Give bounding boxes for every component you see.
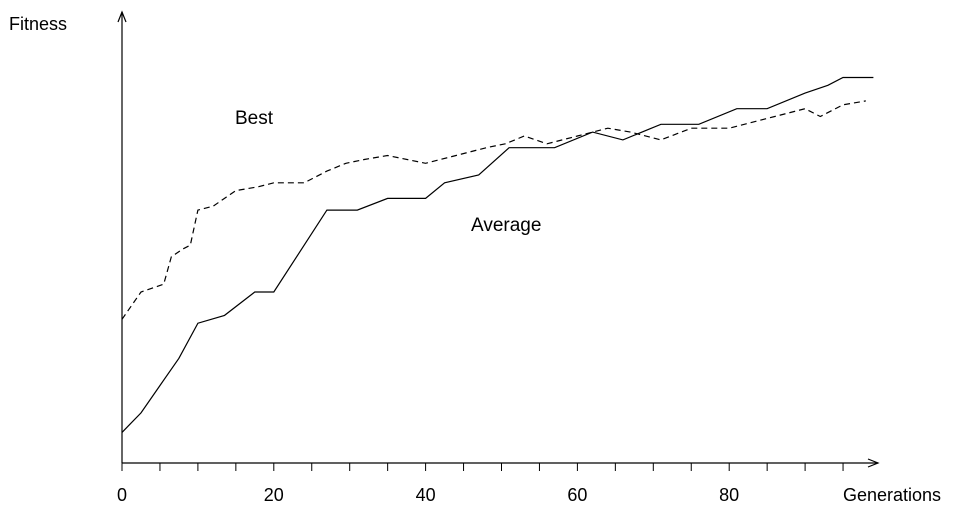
x-tick-labels: 0 20 40 60 80 (117, 485, 739, 505)
x-tick-label: 20 (264, 485, 284, 505)
x-axis-label: Generations (843, 485, 941, 505)
x-ticks (121, 463, 844, 471)
x-tick-label: 0 (117, 485, 127, 505)
axes (117, 10, 880, 468)
x-tick-label: 80 (719, 485, 739, 505)
x-tick-label: 40 (416, 485, 436, 505)
series-layer (121, 76, 874, 433)
series-line-best (121, 100, 866, 320)
series-annotation-average: Average (471, 215, 541, 236)
series-line-average (121, 76, 874, 433)
x-axis-arrow-icon (867, 458, 880, 468)
series-annotation-best: Best (235, 108, 274, 129)
x-tick-label: 60 (567, 485, 587, 505)
y-axis-label: Fitness (9, 14, 67, 34)
y-axis-arrow-icon (117, 10, 127, 23)
